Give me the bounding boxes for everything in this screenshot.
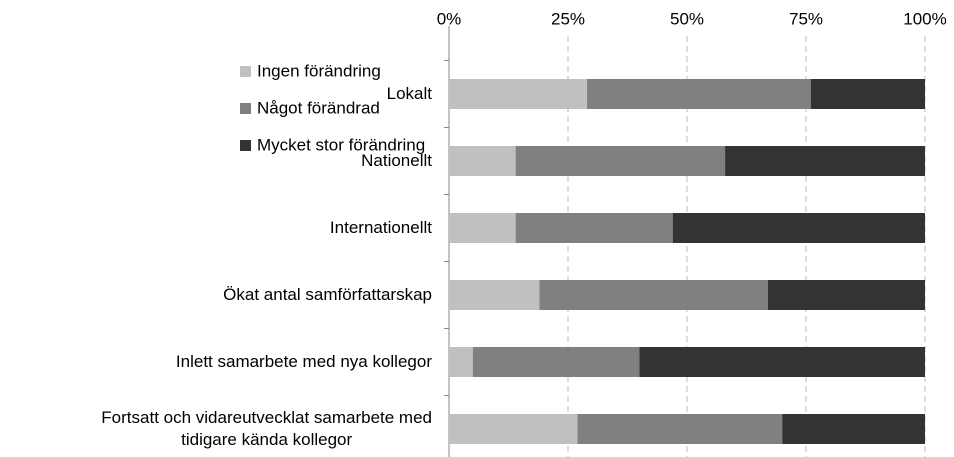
x-tick-label: 25% [551, 9, 585, 28]
legend-swatch [240, 66, 251, 77]
legend-label: Ingen förändring [257, 61, 381, 80]
y-tick-label: Internationellt [329, 218, 432, 237]
bar-segment [449, 213, 516, 243]
x-tick-label: 50% [670, 9, 704, 28]
legend-swatch [240, 103, 251, 114]
legend-swatch [240, 140, 251, 151]
y-tick-label: Lokalt [386, 84, 432, 103]
bar-segment [810, 79, 925, 109]
bar-segment [767, 280, 925, 310]
x-tick-label: 0% [437, 9, 462, 28]
bar-segment [449, 280, 540, 310]
bar-segment [515, 146, 726, 176]
bar-segment [449, 414, 578, 444]
bar-segment [515, 213, 673, 243]
bar-segment [639, 347, 925, 377]
legend-label: Något förändrad [257, 98, 380, 117]
y-tick-label: Fortsatt och vidareutvecklat samarbete m… [101, 408, 432, 449]
bar-segment [577, 414, 783, 444]
x-tick-label: 100% [903, 9, 946, 28]
y-tick-label: Inlett samarbete med nya kollegor [175, 352, 432, 371]
bar-segment [539, 280, 768, 310]
bar-segment [472, 347, 640, 377]
bar-segment [449, 146, 516, 176]
bar-segment [672, 213, 925, 243]
y-tick-label: Ökat antal samförfattarskap [223, 285, 432, 304]
y-tick-label: Nationellt [361, 151, 432, 170]
bar-segment [449, 347, 473, 377]
bar-segment [587, 79, 811, 109]
bar-segment [782, 414, 925, 444]
bar-segment [449, 79, 588, 109]
x-tick-label: 75% [789, 9, 823, 28]
legend-label: Mycket stor förändring [257, 135, 425, 154]
bar-segment [725, 146, 925, 176]
